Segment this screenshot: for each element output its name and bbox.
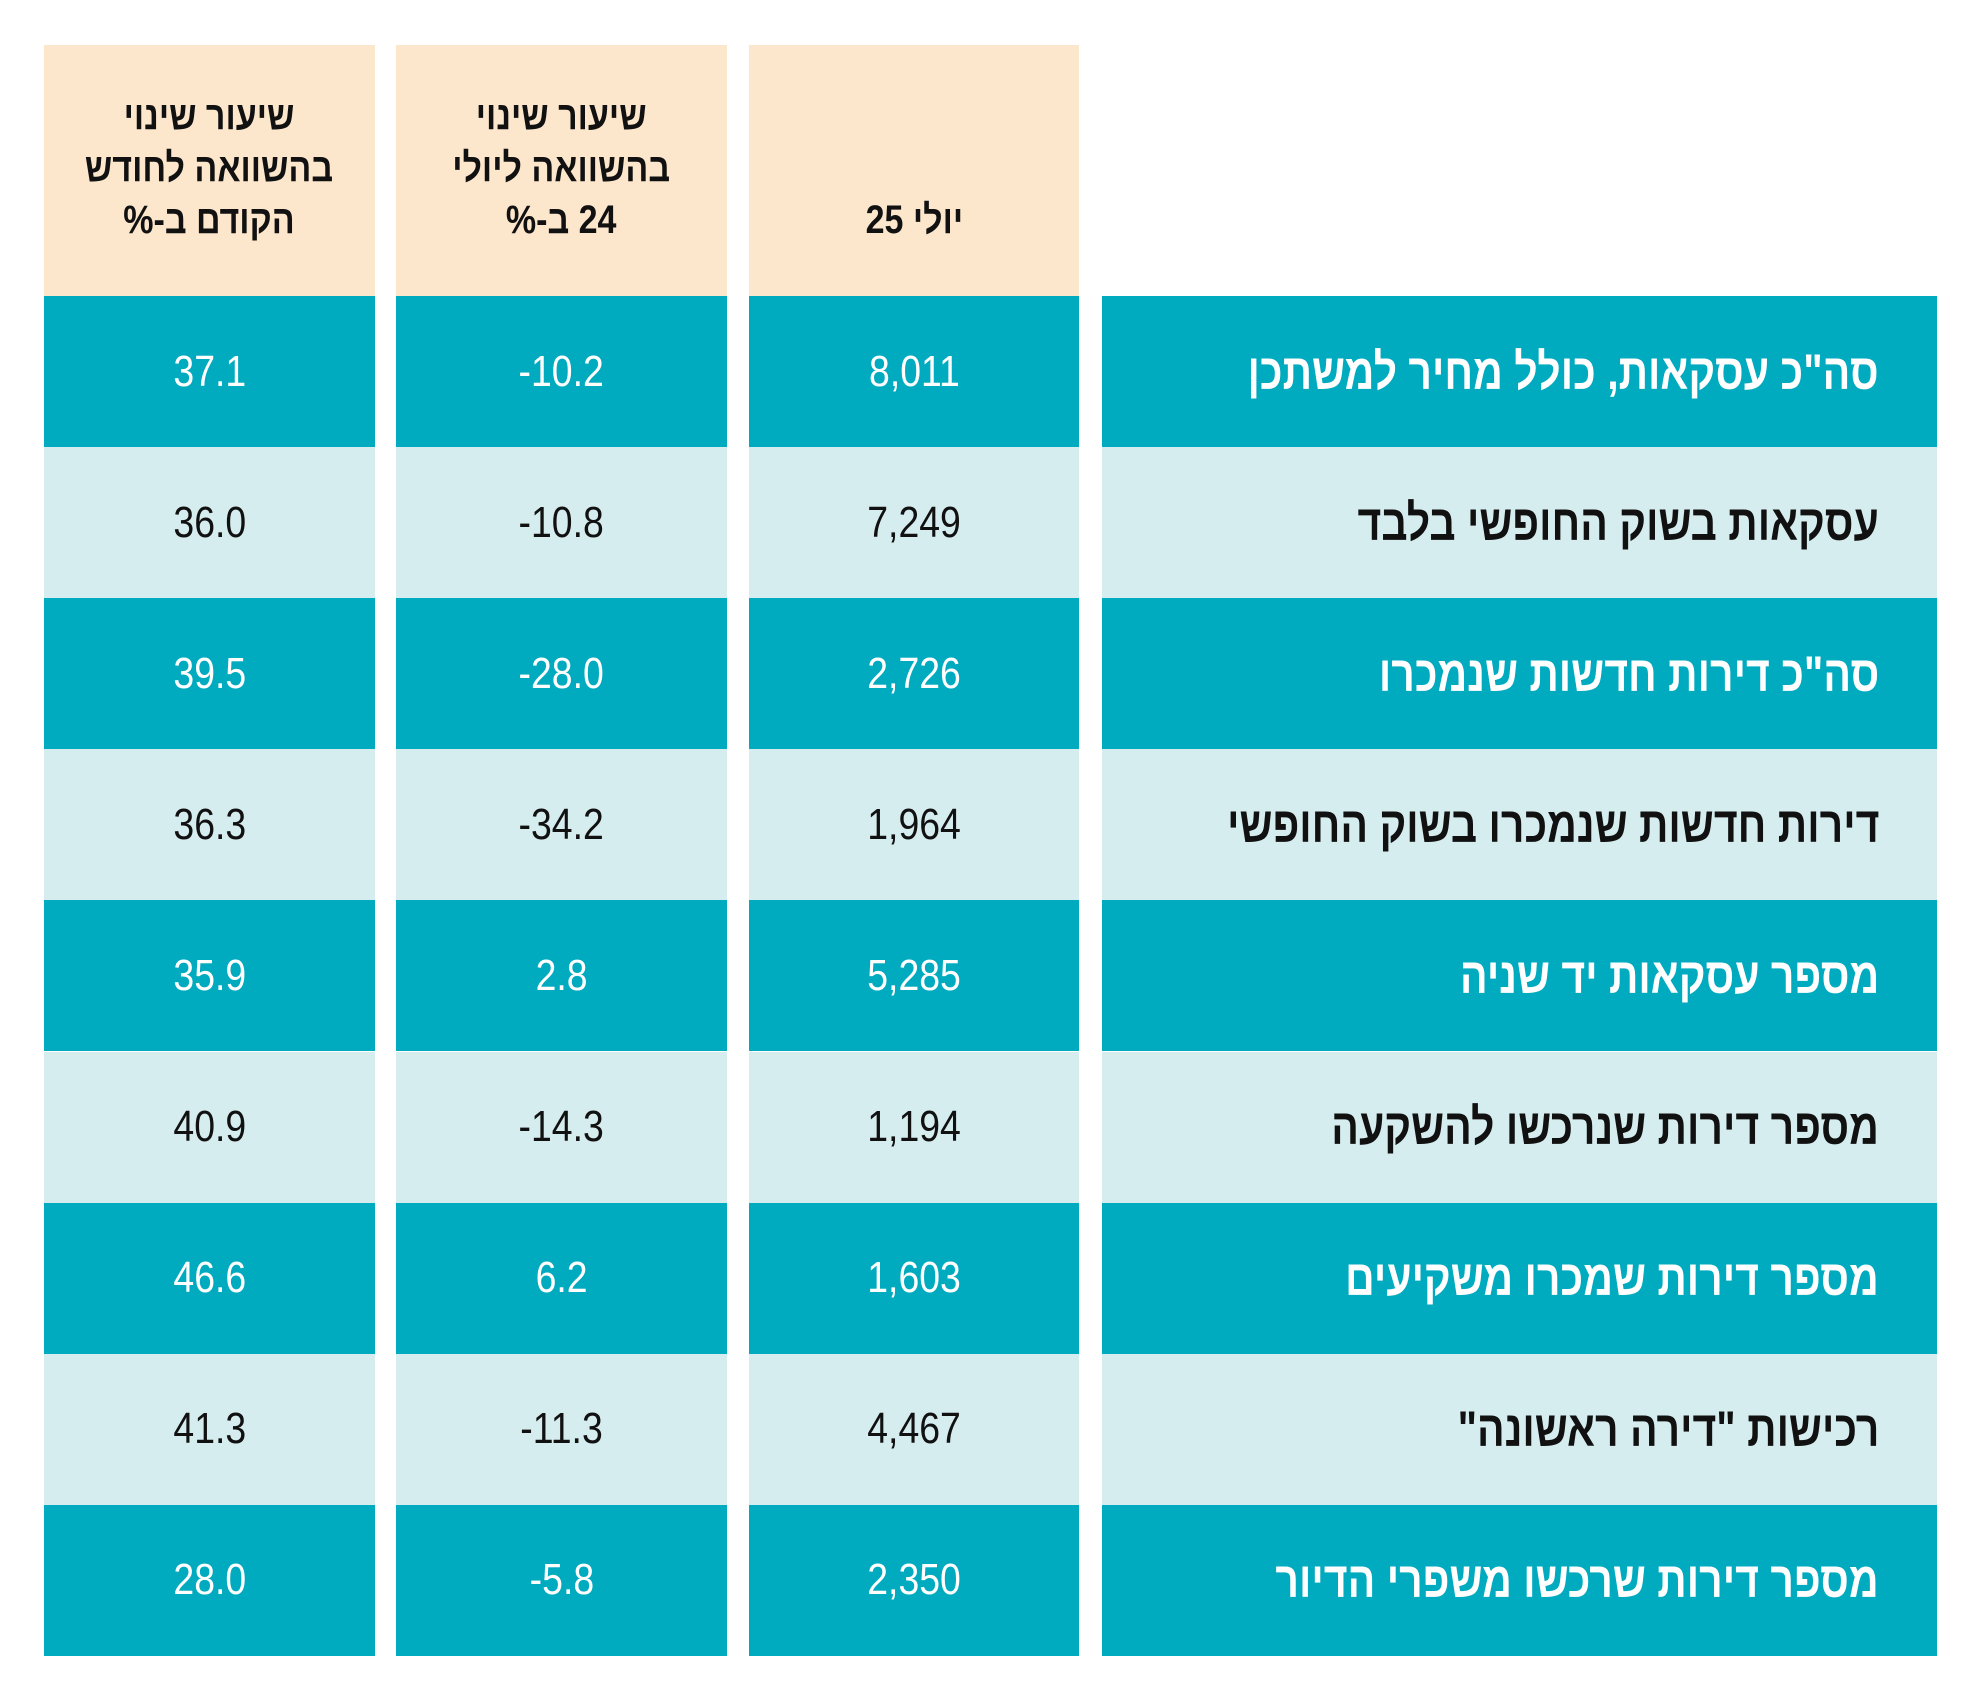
cell-value: 2,726 [867,648,961,698]
header-text: שיעור שינוי בהשוואה לחודש הקודם ב-% [85,94,334,242]
cell-change-july24: -14.3 [396,1051,727,1203]
cell-july25: 4,467 [749,1353,1079,1505]
cell-value: 40.9 [173,1102,246,1151]
cell-change-prev-month: 46.6 [44,1202,375,1354]
cell-value: 1,964 [867,799,961,849]
cell-value: 35.9 [173,950,246,1000]
cell-value: 1,194 [867,1102,961,1151]
cell-july25: 7,249 [749,447,1079,599]
cell-value: -34.2 [518,799,605,849]
cell-change-prev-month: 37.1 [44,296,375,447]
row-label-cell: דירות חדשות שנמכרו בשוק החופשי [1102,749,1937,901]
cell-july25: 5,285 [749,900,1079,1052]
cell-change-prev-month: 36.3 [44,749,375,901]
row-label: מספר דירות שנרכשו להשקעה [1331,1099,1879,1155]
header-text: שיעור שינוי בהשוואה ליולי 24 ב-% [452,94,671,242]
cell-july25: 1,603 [749,1202,1079,1354]
row-label: עסקאות בשוק החופשי בלבד [1357,494,1879,551]
row-label: מספר עסקאות יד שניה [1459,947,1879,1004]
cell-change-prev-month: 28.0 [44,1504,375,1656]
cell-value: -10.2 [518,346,605,396]
row-label: סה"כ דירות חדשות שנמכרו [1378,645,1879,702]
cell-change-july24: 6.2 [396,1202,727,1354]
cell-july25: 1,194 [749,1051,1079,1203]
cell-value: 5,285 [867,950,961,1000]
cell-value: 2,350 [867,1555,961,1605]
cell-value: 28.0 [173,1555,246,1605]
cell-value: -11.3 [520,1404,603,1454]
cell-value: 46.6 [173,1253,246,1303]
cell-value: 2.8 [535,950,588,1000]
row-label-cell: סה"כ עסקאות, כולל מחיר למשתכן [1102,296,1937,447]
row-label-cell: מספר דירות שמכרו משקיעים [1102,1202,1937,1354]
cell-july25: 2,726 [749,598,1079,750]
cell-value: 7,249 [867,497,961,547]
cell-value: 36.3 [173,799,246,849]
cell-july25: 8,011 [749,296,1079,447]
cell-value: 41.3 [173,1404,246,1454]
cell-value: 1,603 [867,1253,961,1303]
row-label: מספר דירות שמכרו משקיעים [1345,1250,1879,1307]
cell-july25: 2,350 [749,1504,1079,1656]
cell-change-july24: 2.8 [396,900,727,1052]
cell-change-july24: -10.8 [396,447,727,599]
cell-value: -28.0 [518,648,605,698]
cell-change-prev-month: 39.5 [44,598,375,750]
row-label: מספר דירות שרכשו משפרי הדיור [1275,1552,1879,1609]
row-label: סה"כ עסקאות, כולל מחיר למשתכן [1247,343,1879,400]
cell-change-july24: -28.0 [396,598,727,750]
cell-change-july24: -34.2 [396,749,727,901]
header-july25: יולי 25 [749,45,1079,296]
header-change-july24: שיעור שינוי בהשוואה ליולי 24 ב-% [396,45,727,296]
cell-value: 8,011 [868,346,960,396]
cell-value: -5.8 [529,1555,594,1605]
cell-value: -14.3 [518,1102,605,1151]
cell-change-prev-month: 40.9 [44,1051,375,1203]
cell-value: 6.2 [535,1253,588,1303]
row-label-cell: מספר דירות שרכשו משפרי הדיור [1102,1504,1937,1656]
row-label-cell: מספר עסקאות יד שניה [1102,900,1937,1052]
cell-change-july24: -11.3 [396,1353,727,1505]
row-label-cell: מספר דירות שנרכשו להשקעה [1102,1051,1937,1203]
row-label-cell: סה"כ דירות חדשות שנמכרו [1102,598,1937,750]
row-label-cell: עסקאות בשוק החופשי בלבד [1102,447,1937,599]
cell-value: 4,467 [867,1404,961,1454]
header-text: יולי 25 [865,198,963,242]
cell-value: 39.5 [173,648,246,698]
cell-change-july24: -10.2 [396,296,727,447]
cell-change-prev-month: 41.3 [44,1353,375,1505]
header-change-prev-month: שיעור שינוי בהשוואה לחודש הקודם ב-% [44,45,375,296]
cell-change-prev-month: 36.0 [44,447,375,599]
row-label-cell: רכישות "דירה ראשונה" [1102,1353,1937,1505]
row-label: דירות חדשות שנמכרו בשוק החופשי [1226,796,1879,853]
cell-value: -10.8 [518,497,605,547]
cell-change-july24: -5.8 [396,1504,727,1656]
cell-value: 37.1 [173,346,246,396]
cell-july25: 1,964 [749,749,1079,901]
cell-value: 36.0 [173,497,246,547]
cell-change-prev-month: 35.9 [44,900,375,1052]
row-label: רכישות "דירה ראשונה" [1457,1401,1879,1458]
